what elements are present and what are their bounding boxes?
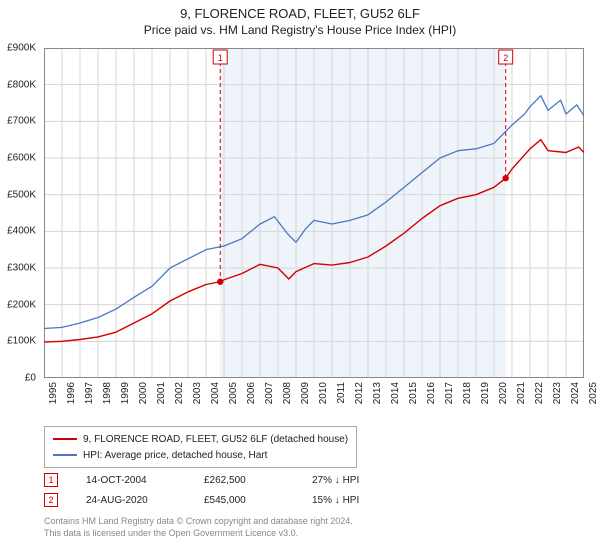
- x-axis-tick-label: 2007: [264, 382, 275, 404]
- x-axis-tick-label: 2013: [372, 382, 383, 404]
- y-axis-tick-label: £200K: [7, 299, 36, 310]
- legend-label-property: 9, FLORENCE ROAD, FLEET, GU52 6LF (detac…: [83, 434, 348, 445]
- transaction-price: £262,500: [204, 475, 284, 486]
- x-axis-tick-label: 2010: [318, 382, 329, 404]
- legend-row-hpi: HPI: Average price, detached house, Hart: [53, 447, 348, 463]
- y-axis-tick-label: £500K: [7, 189, 36, 200]
- y-axis-labels: £0£100K£200K£300K£400K£500K£600K£700K£80…: [0, 48, 40, 378]
- y-axis-tick-label: £0: [25, 373, 36, 384]
- svg-text:1: 1: [218, 53, 223, 63]
- x-axis-tick-label: 2008: [282, 382, 293, 404]
- x-axis-tick-label: 2014: [390, 382, 401, 404]
- legend-label-hpi: HPI: Average price, detached house, Hart: [83, 450, 267, 461]
- transaction-row: 1 14-OCT-2004 £262,500 27% ↓ HPI: [44, 470, 584, 490]
- x-axis-tick-label: 1995: [48, 382, 59, 404]
- transaction-date: 14-OCT-2004: [86, 475, 176, 486]
- legend-box: 9, FLORENCE ROAD, FLEET, GU52 6LF (detac…: [44, 426, 357, 468]
- chart-title-main: 9, FLORENCE ROAD, FLEET, GU52 6LF: [0, 6, 600, 21]
- x-axis-tick-label: 2025: [588, 382, 599, 404]
- x-axis-tick-label: 2015: [408, 382, 419, 404]
- footnote-block: Contains HM Land Registry data © Crown c…: [44, 516, 584, 539]
- x-axis-tick-label: 2023: [552, 382, 563, 404]
- x-axis-labels: 1995 1996 1997 1998 1999 2000 2001 2002 2003 2004…: [44, 380, 584, 422]
- chart-title-sub: Price paid vs. HM Land Registry's House …: [0, 23, 600, 37]
- y-axis-tick-label: £900K: [7, 43, 36, 54]
- x-axis-tick-label: 2011: [336, 382, 347, 404]
- x-axis-tick-label: 2005: [228, 382, 239, 404]
- x-axis-tick-label: 2003: [192, 382, 203, 404]
- chart-svg: 12: [44, 48, 584, 378]
- x-axis-tick-label: 2019: [480, 382, 491, 404]
- footnote-line1: Contains HM Land Registry data © Crown c…: [44, 516, 584, 528]
- y-axis-tick-label: £100K: [7, 336, 36, 347]
- x-axis-tick-label: 2002: [174, 382, 185, 404]
- transaction-date: 24-AUG-2020: [86, 495, 176, 506]
- footnote-line2: This data is licensed under the Open Gov…: [44, 528, 584, 540]
- y-axis-tick-label: £800K: [7, 79, 36, 90]
- x-axis-tick-label: 2001: [156, 382, 167, 404]
- transaction-price: £545,000: [204, 495, 284, 506]
- y-axis-tick-label: £700K: [7, 116, 36, 127]
- x-axis-tick-label: 2004: [210, 382, 221, 404]
- x-axis-tick-label: 1997: [84, 382, 95, 404]
- transaction-row: 2 24-AUG-2020 £545,000 15% ↓ HPI: [44, 490, 584, 510]
- legend-swatch-property: [53, 438, 77, 440]
- chart-title-block: 9, FLORENCE ROAD, FLEET, GU52 6LF Price …: [0, 0, 600, 39]
- x-axis-tick-label: 1998: [102, 382, 113, 404]
- transactions-table: 1 14-OCT-2004 £262,500 27% ↓ HPI 2 24-AU…: [44, 470, 584, 510]
- svg-text:2: 2: [503, 53, 508, 63]
- y-axis-tick-label: £400K: [7, 226, 36, 237]
- transaction-delta: 27% ↓ HPI: [312, 475, 402, 486]
- transaction-delta: 15% ↓ HPI: [312, 495, 402, 506]
- y-axis-tick-label: £300K: [7, 263, 36, 274]
- transaction-marker-icon: 2: [44, 493, 58, 507]
- x-axis-tick-label: 2009: [300, 382, 311, 404]
- legend-row-property: 9, FLORENCE ROAD, FLEET, GU52 6LF (detac…: [53, 431, 348, 447]
- x-axis-tick-label: 2012: [354, 382, 365, 404]
- x-axis-tick-label: 2024: [570, 382, 581, 404]
- x-axis-tick-label: 2021: [516, 382, 527, 404]
- x-axis-tick-label: 2016: [426, 382, 437, 404]
- chart-plot-area: 12: [44, 48, 584, 378]
- legend-swatch-hpi: [53, 454, 77, 456]
- x-axis-tick-label: 2018: [462, 382, 473, 404]
- x-axis-tick-label: 2022: [534, 382, 545, 404]
- x-axis-tick-label: 2020: [498, 382, 509, 404]
- x-axis-tick-label: 1999: [120, 382, 131, 404]
- x-axis-tick-label: 2006: [246, 382, 257, 404]
- x-axis-tick-label: 2000: [138, 382, 149, 404]
- x-axis-tick-label: 2017: [444, 382, 455, 404]
- y-axis-tick-label: £600K: [7, 153, 36, 164]
- x-axis-tick-label: 1996: [66, 382, 77, 404]
- transaction-marker-icon: 1: [44, 473, 58, 487]
